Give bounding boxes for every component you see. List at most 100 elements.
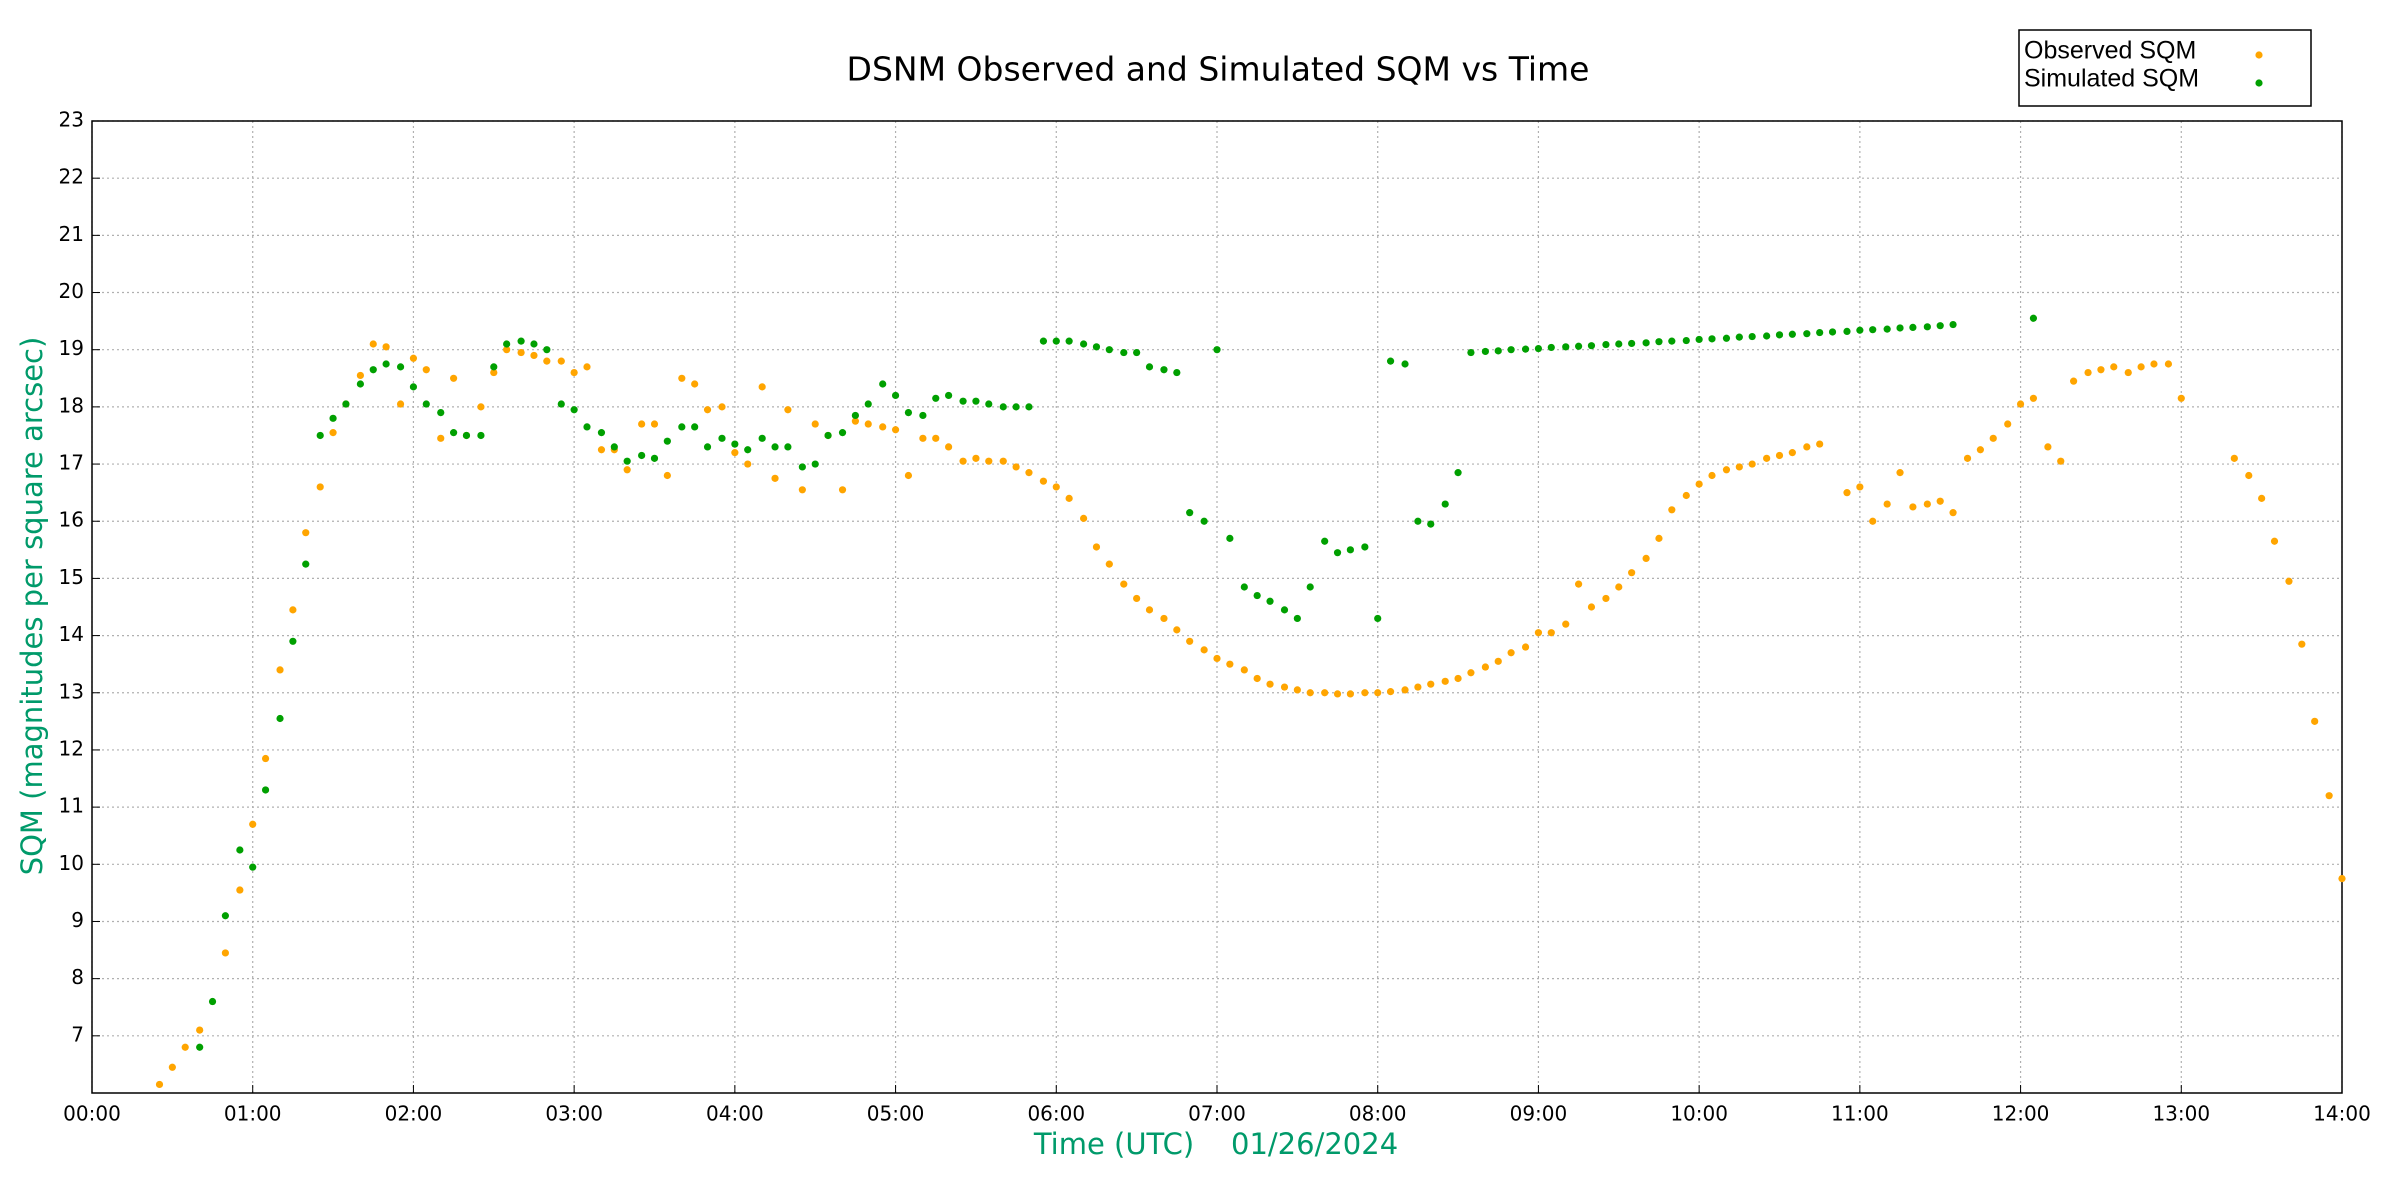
point: [1213, 346, 1221, 354]
point: [1306, 583, 1314, 591]
point: [1655, 338, 1663, 346]
point: [1092, 543, 1101, 551]
point: [1735, 333, 1743, 341]
point: [945, 391, 953, 400]
point: [557, 400, 565, 408]
legend-marker: [2255, 51, 2263, 59]
point: [1401, 686, 1409, 694]
point: [477, 431, 485, 440]
point: [1628, 569, 1636, 577]
point: [1120, 580, 1128, 588]
y-tick-label: 12: [59, 736, 84, 760]
point: [1441, 677, 1449, 685]
point: [784, 406, 792, 414]
point: [1105, 346, 1113, 354]
point: [289, 637, 297, 645]
point: [1695, 335, 1703, 344]
point: [1173, 626, 1181, 634]
point: [1226, 660, 1234, 668]
point: [932, 434, 940, 442]
point: [2164, 360, 2173, 368]
point: [570, 368, 578, 377]
point: [1494, 347, 1502, 355]
point: [1386, 357, 1395, 365]
point: [1145, 363, 1154, 371]
point: [1883, 500, 1891, 508]
x-tick-label: 00:00: [63, 1102, 121, 1126]
point: [904, 409, 913, 417]
point: [1655, 534, 1663, 542]
plot-frame: [91, 120, 2343, 1094]
point: [2110, 363, 2118, 371]
point: [1788, 330, 1796, 338]
point: [1923, 323, 1931, 331]
point: [879, 380, 887, 388]
point: [276, 666, 284, 674]
point: [2084, 368, 2092, 377]
point: [1534, 629, 1543, 637]
point: [316, 483, 324, 491]
point: [597, 446, 606, 454]
point: [2177, 394, 2185, 402]
point: [1065, 337, 1073, 345]
point: [1909, 323, 1917, 332]
point: [1575, 342, 1583, 350]
point: [342, 400, 350, 408]
y-tick-label: 17: [59, 451, 84, 475]
point: [891, 391, 900, 400]
point: [2070, 377, 2078, 385]
point: [1361, 543, 1369, 551]
point: [638, 451, 646, 460]
point: [1963, 454, 1972, 462]
x-tick-label: 03:00: [545, 1102, 603, 1126]
y-tick-label: 21: [59, 222, 84, 246]
point: [1896, 324, 1904, 332]
point: [798, 486, 806, 494]
point: [249, 863, 257, 871]
point: [1293, 686, 1301, 694]
point: [1722, 334, 1731, 342]
point: [1052, 337, 1060, 345]
point: [959, 457, 967, 465]
point: [543, 346, 551, 354]
point: [1454, 469, 1462, 477]
point: [503, 346, 511, 354]
point: [2285, 577, 2293, 585]
point: [1280, 683, 1289, 691]
point: [490, 363, 498, 371]
point: [1253, 674, 1261, 683]
point: [1628, 339, 1636, 348]
point: [261, 754, 270, 763]
point: [382, 360, 390, 368]
point: [1869, 326, 1877, 334]
point: [1602, 340, 1610, 349]
point: [1507, 649, 1515, 657]
point: [477, 403, 485, 411]
point: [1642, 339, 1650, 347]
point: [1989, 434, 1997, 442]
y-tick-label: 9: [71, 908, 84, 932]
point: [1025, 469, 1033, 477]
legend-label: Simulated SQM: [2024, 65, 2199, 93]
point: [1145, 606, 1154, 614]
point: [1843, 489, 1851, 497]
point: [409, 383, 418, 391]
y-tick-label: 13: [59, 679, 84, 703]
point: [731, 449, 739, 457]
point: [1788, 449, 1796, 457]
point: [1280, 606, 1289, 614]
point: [1682, 491, 1690, 500]
point: [369, 366, 377, 374]
point: [1052, 483, 1060, 491]
point: [517, 337, 525, 345]
point: [422, 366, 430, 374]
y-tick-label: 7: [71, 1022, 84, 1046]
point: [396, 400, 405, 408]
point: [276, 714, 284, 723]
chart-title: DSNM Observed and Simulated SQM vs Time: [847, 50, 1590, 89]
point: [1414, 683, 1422, 691]
point: [236, 846, 244, 854]
point: [1534, 344, 1543, 353]
point: [1266, 680, 1274, 688]
